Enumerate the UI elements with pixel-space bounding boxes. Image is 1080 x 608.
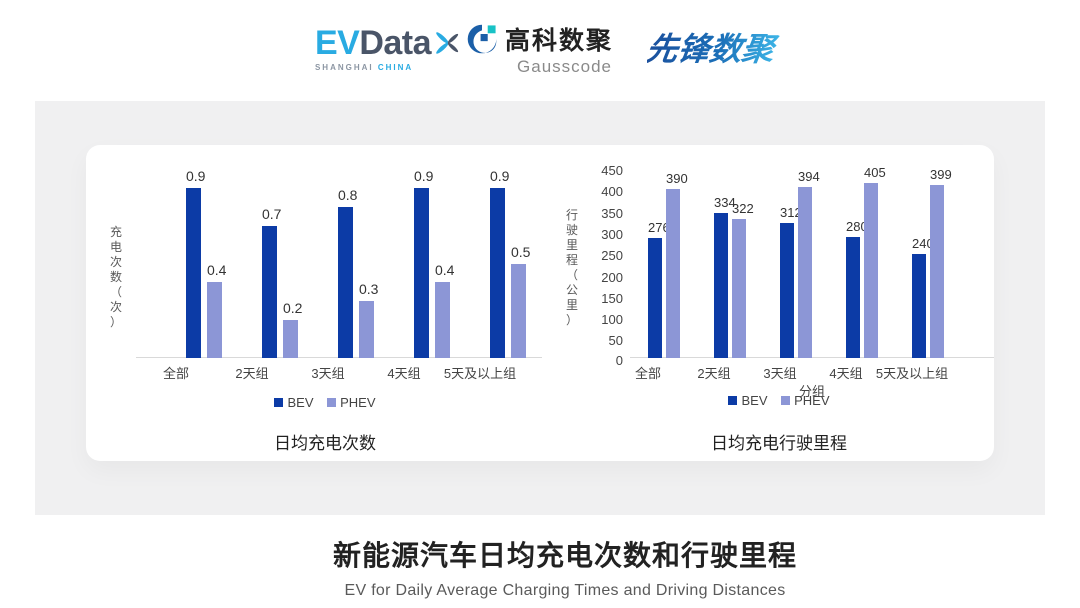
svg-text:先锋数聚: 先锋数聚 [647, 31, 781, 67]
